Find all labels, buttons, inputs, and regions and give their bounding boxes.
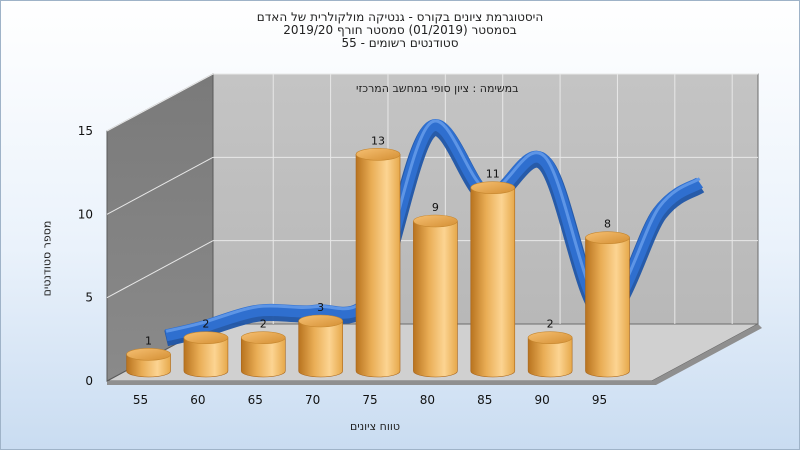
x-tick-label: 85 <box>477 393 492 407</box>
gridline-left-wall <box>106 240 214 299</box>
bar-data-label: 2 <box>547 318 554 331</box>
y-tick-label: 10 <box>78 207 93 221</box>
chart-title-line-1: היסטוגרמת ציונים בקורס - גנטיקה מולקולרי… <box>256 10 544 24</box>
y-tick-label: 15 <box>78 124 93 138</box>
bar-body <box>240 337 286 378</box>
bar-data-label: 13 <box>371 134 385 147</box>
x-tick-label: 65 <box>248 393 263 407</box>
bar-body <box>470 187 516 378</box>
bar-body <box>298 320 343 378</box>
bar-70: 3 <box>298 301 343 378</box>
bar-top <box>585 231 630 244</box>
bar-85: 11 <box>470 168 516 378</box>
bar-top <box>298 314 343 328</box>
bar-body <box>355 154 401 378</box>
bar-top <box>126 348 171 361</box>
x-tick-label: 60 <box>190 393 205 407</box>
bar-body <box>413 220 458 378</box>
gridline-left-wall <box>106 156 214 215</box>
x-tick-label: 95 <box>592 393 607 407</box>
bar-60: 2 <box>183 318 229 378</box>
chart-title-line-3: סטודנטים רשומים - 55 <box>341 36 459 50</box>
bar-body <box>183 337 229 378</box>
bar-data-label: 1 <box>145 334 152 347</box>
x-tick-label: 90 <box>534 393 549 407</box>
bar-data-label: 11 <box>486 168 500 181</box>
bar-65: 2 <box>240 318 286 378</box>
bar-data-label: 8 <box>604 218 611 231</box>
y-tick-label: 0 <box>85 374 93 388</box>
bar-top <box>527 331 573 344</box>
y-axis-title: מספר סטודנטים <box>40 220 54 297</box>
bar-top <box>240 331 286 344</box>
x-tick-label: 55 <box>133 393 148 407</box>
bar-data-label: 3 <box>317 301 324 314</box>
bar-body <box>585 237 630 378</box>
bar-95: 8 <box>585 218 630 378</box>
bar-75: 13 <box>355 134 401 378</box>
x-tick-label: 75 <box>362 393 377 407</box>
bar-body <box>527 337 573 378</box>
bar-80: 9 <box>413 201 458 378</box>
y-tick-label: 5 <box>85 291 93 305</box>
chart-annotation: במשימה : ציון סופי במחשב המרכזי <box>356 82 519 95</box>
bar-data-label: 2 <box>260 318 267 331</box>
bar-top <box>413 214 458 228</box>
bar-body <box>126 354 171 378</box>
bar-90: 2 <box>527 318 573 378</box>
gridline-left-wall <box>106 73 214 132</box>
bar-55: 1 <box>126 334 171 378</box>
x-tick-label: 80 <box>420 393 435 407</box>
bar-top <box>183 331 229 344</box>
x-axis-title: טווח ציונים <box>350 420 400 433</box>
bar-data-label: 9 <box>432 201 439 214</box>
bar-top <box>355 148 401 161</box>
bar-top <box>470 181 516 194</box>
bar-data-label: 2 <box>202 318 209 331</box>
chart-title-line-2: בסמסטר (01/2019) סמסטר חורף 2019/20 <box>283 23 517 37</box>
x-tick-label: 70 <box>305 393 320 407</box>
